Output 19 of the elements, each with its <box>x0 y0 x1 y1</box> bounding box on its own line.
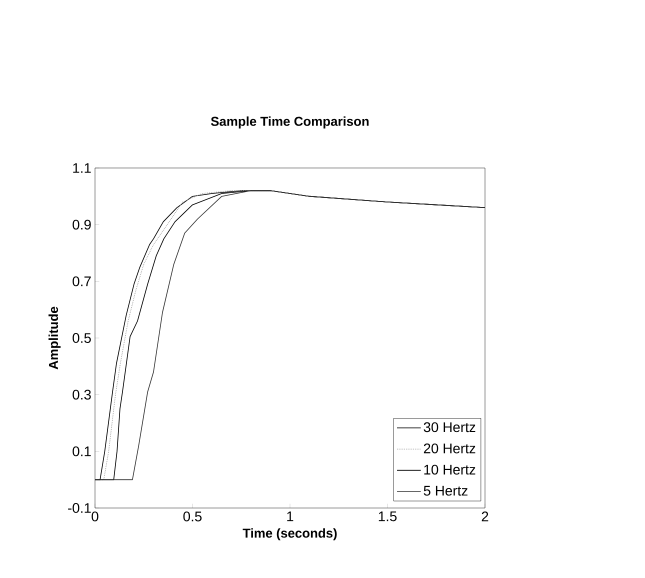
x-tick-label: 2 <box>482 512 488 522</box>
y-tick-label: -0.1 <box>68 503 91 513</box>
y-tick-label: 1.1 <box>73 163 91 173</box>
x-tick-label: 1.5 <box>378 512 397 522</box>
x-tick-label: 0.5 <box>183 512 202 522</box>
x-tick-label: 0 <box>92 512 98 522</box>
legend-label: 10 Hertz <box>424 464 476 475</box>
legend-label: 30 Hertz <box>424 422 476 432</box>
y-tick-label: 0.3 <box>72 390 91 400</box>
y-tick-label: 0.1 <box>72 446 91 456</box>
y-tick-label: 0.9 <box>72 220 91 230</box>
y-axis-title: Amplitude <box>48 306 61 370</box>
y-tick-label: 0.5 <box>72 333 91 343</box>
x-tick-label: 1 <box>287 512 294 522</box>
chart-title: Sample Time Comparison <box>210 116 369 128</box>
legend-label: 5 Hertz <box>424 486 468 496</box>
x-axis-title: Time (seconds) <box>242 528 337 540</box>
y-tick-label: 0.7 <box>72 276 91 286</box>
legend-label: 20 Hertz <box>424 443 476 454</box>
